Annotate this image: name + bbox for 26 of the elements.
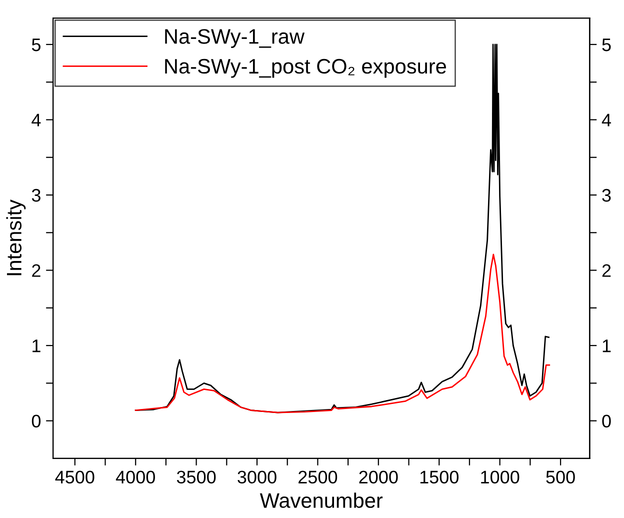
y2-tick-label: 4 [602, 114, 611, 126]
y2-tick-label: 5 [602, 38, 611, 52]
legend-label: Na-SWy-1_post CO₂ exposure [165, 58, 446, 78]
y2-tick-label: 2 [602, 264, 611, 277]
y-tick-label: 0 [32, 414, 41, 428]
x-tick-label: 2500 [298, 470, 338, 484]
y2-tick-label: 1 [602, 340, 611, 352]
y-tick-label: 5 [32, 38, 40, 52]
x-tick-label: 1000 [481, 470, 520, 484]
y-tick-label: 3 [32, 188, 40, 202]
legend-label: Na-SWy-1_raw [165, 29, 305, 48]
y-tick-label: 2 [32, 264, 40, 277]
x-tick-label: 4500 [55, 470, 94, 484]
y2-tick-label: 3 [602, 188, 611, 202]
x-tick-label: 2000 [359, 470, 398, 484]
x-tick-label: 500 [546, 470, 575, 484]
y2-tick-label: 0 [602, 414, 611, 428]
x-tick-label: 1500 [420, 470, 459, 484]
x-axis-title: Wavenumber [260, 492, 383, 508]
x-tick-label: 3500 [176, 470, 216, 484]
x-tick-label: 3000 [238, 470, 276, 484]
line-series [134, 254, 550, 414]
y-axis-title: Intensity [6, 200, 26, 276]
y-tick-label: 4 [32, 114, 41, 126]
x-tick-label: 4000 [116, 470, 155, 484]
y-tick-label: 1 [32, 340, 40, 352]
